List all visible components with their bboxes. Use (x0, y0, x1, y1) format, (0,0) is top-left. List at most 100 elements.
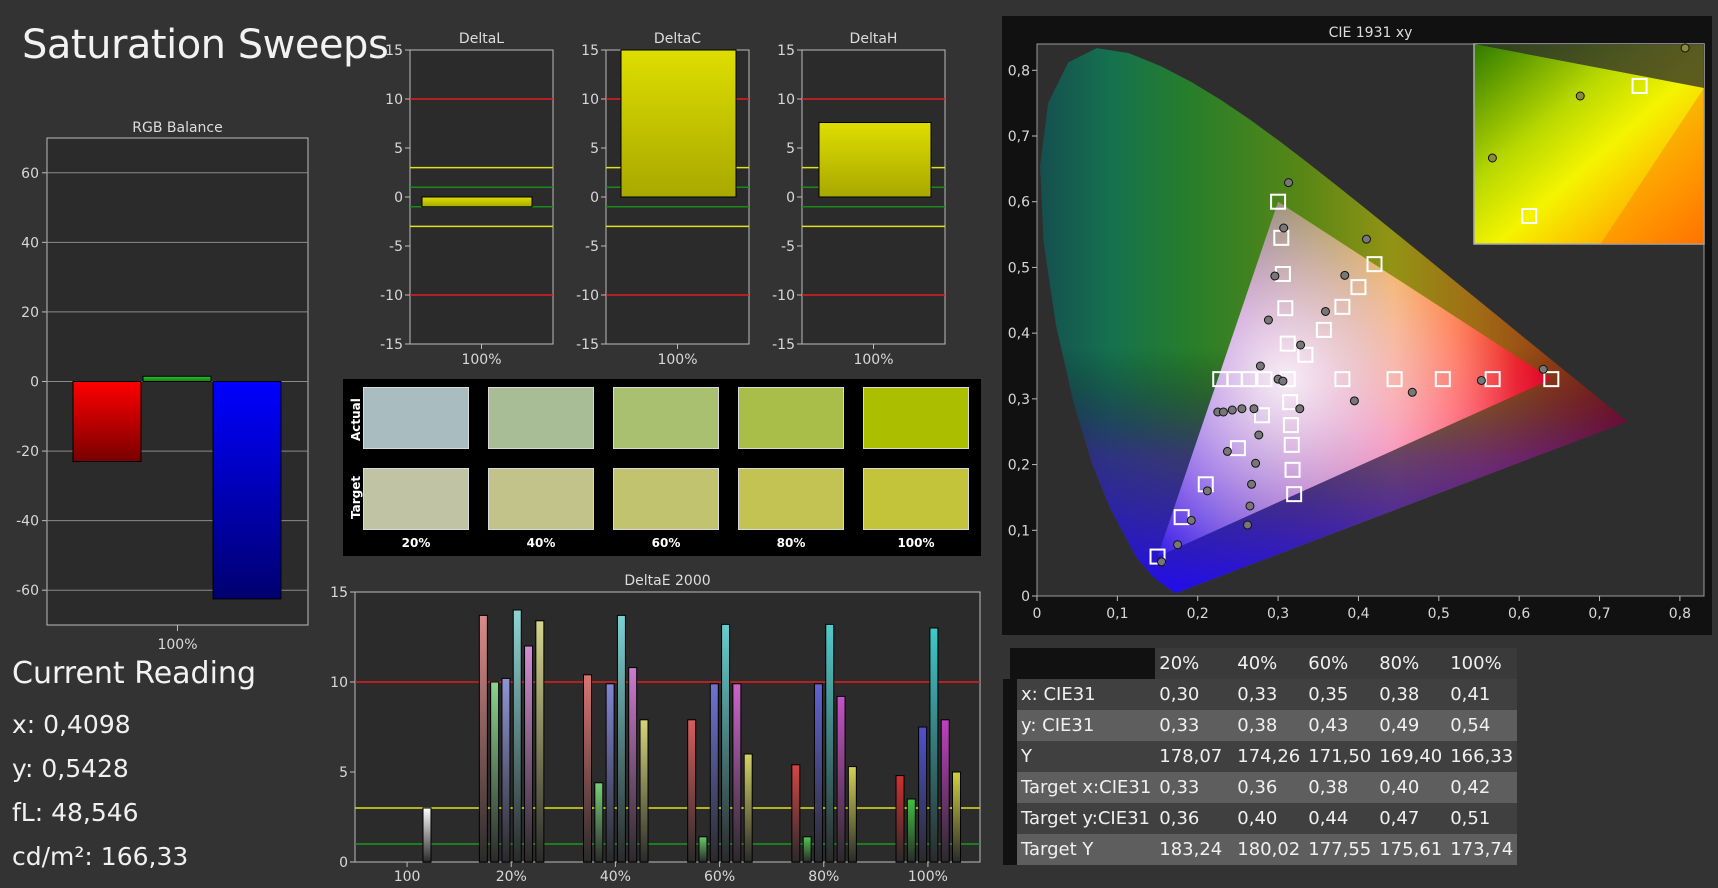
y-tick-label: -15 (576, 337, 599, 353)
x-tick-label: 80% (808, 869, 839, 885)
target-marker (1229, 440, 1246, 457)
y-tick-label: -5 (389, 239, 403, 255)
y-tick-label: 0,8 (1008, 63, 1030, 79)
deltaE-bar (512, 609, 522, 863)
target-marker (1241, 371, 1258, 388)
current-reading-title: Current Reading (12, 656, 256, 691)
y-tick-label: 5 (590, 141, 599, 157)
deltaE-bar (687, 719, 697, 863)
chart-title: DeltaE 2000 (624, 573, 710, 589)
x-tick-label: 100% (657, 352, 697, 368)
measured-point (1349, 396, 1359, 406)
table-row: Target Y 183,24 180,02 177,55 175,61 173,74 (1002, 834, 1518, 865)
deltaL-chart: DeltaL 15 10 5 0 -5 -10 -15 100% (380, 31, 554, 368)
deltaE-bar (698, 836, 708, 863)
x-tick-label: 100% (461, 352, 501, 368)
table-cell: 174,26 (1233, 741, 1305, 772)
x-tick-label: 0,3 (1267, 606, 1289, 622)
measured-point (1361, 234, 1371, 244)
measured-point (1222, 446, 1232, 456)
target-marker (1434, 371, 1451, 388)
table-cell: 0,40 (1233, 803, 1305, 834)
y-tick-label: 0,2 (1008, 458, 1030, 474)
measured-point (1320, 306, 1330, 316)
row-header: x: CIE31 (1002, 679, 1156, 710)
measured-point (1407, 387, 1417, 397)
y-tick-label: 15 (777, 43, 795, 59)
swatch-label: 60% (651, 536, 681, 550)
deltaE-bar (721, 623, 731, 863)
deltaE-bar (940, 719, 950, 863)
deltaE-bar (791, 764, 801, 863)
measured-point (1173, 540, 1183, 550)
y-tick-label: 40 (21, 235, 39, 251)
deltaE-bar (535, 620, 545, 863)
deltaE-bar (490, 681, 500, 863)
y-tick-label: 15 (385, 43, 403, 59)
y-tick-label: -15 (772, 337, 795, 353)
measured-point (1284, 178, 1294, 188)
target-marker (1256, 371, 1273, 388)
target-marker (1270, 193, 1287, 210)
delta-bar (818, 122, 932, 198)
inset-measured-point (1575, 91, 1585, 101)
y-tick-label: -40 (16, 514, 39, 530)
table-cell: 0,49 (1375, 710, 1447, 741)
table-cell: 0,47 (1375, 803, 1447, 834)
delta-bar (620, 49, 737, 198)
deltaE-bar (501, 677, 511, 863)
target-marker (1284, 461, 1301, 478)
x-tick-label: 0,7 (1588, 606, 1610, 622)
deltaE-bar (709, 683, 719, 863)
deltaE-bar (594, 782, 604, 863)
table-cell: 178,07 (1155, 741, 1234, 772)
deltaE-bar (616, 614, 626, 863)
table-header-cell: 60% (1304, 648, 1376, 679)
y-tick-label: 0 (590, 190, 599, 206)
table-row: x: CIE31 0,30 0,33 0,35 0,38 0,41 (1002, 679, 1518, 710)
chart-title: DeltaL (459, 31, 504, 47)
y-tick-label: 0,7 (1008, 129, 1030, 145)
deltaE-bar (918, 726, 928, 863)
target-marker (1277, 300, 1294, 317)
y-tick-label: 10 (330, 675, 348, 691)
x-tick-label: 100% (853, 352, 893, 368)
swatch-label: 80% (776, 536, 806, 550)
target-marker (1283, 436, 1300, 453)
measured-point (1157, 557, 1167, 567)
y-tick-label: -20 (16, 444, 39, 460)
inset-edge (1600, 88, 1704, 244)
swatch-label: 100% (897, 536, 935, 550)
y-tick-label: 10 (385, 92, 403, 108)
x-tick-label: 0 (1033, 606, 1042, 622)
cie-1931-chart: CIE 1931 xy 0 0,1 0,2 0,3 0,4 0,5 0,6 0,7 0,8 0 0,1… (1002, 16, 1712, 635)
table-cell: 175,61 (1375, 834, 1447, 865)
y-tick-label: -10 (380, 288, 403, 304)
target-marker (1334, 298, 1351, 315)
actual-swatch (738, 387, 844, 449)
y-tick-label: -5 (585, 239, 599, 255)
table-cell: 169,40 (1375, 741, 1447, 772)
table-header-cell: 20% (1155, 648, 1234, 679)
plot-area (354, 591, 981, 863)
measured-point (1251, 458, 1261, 468)
table-cell: 0,40 (1375, 772, 1447, 803)
y-tick-label: 0,1 (1008, 523, 1030, 539)
measured-point (1202, 486, 1212, 496)
y-tick-label: 0 (339, 855, 348, 871)
actual-swatch (363, 387, 469, 449)
target-swatch (488, 468, 594, 530)
table-cell: 0,33 (1155, 710, 1234, 741)
table-row: Target y:CIE31 0,36 0,40 0,44 0,47 0,51 (1002, 803, 1518, 834)
y-tick-label: 5 (339, 765, 348, 781)
y-tick-label: -15 (380, 337, 403, 353)
x-tick-label: 0,4 (1347, 606, 1369, 622)
target-marker (1282, 394, 1299, 411)
swatch-label: 20% (401, 536, 431, 550)
table-cell: 183,24 (1155, 834, 1234, 865)
x-tick-label: 20% (496, 869, 527, 885)
deltaE-bar (825, 623, 835, 863)
y-tick-label: 15 (330, 585, 348, 601)
measured-point (1295, 404, 1305, 414)
measured-point (1255, 361, 1265, 371)
